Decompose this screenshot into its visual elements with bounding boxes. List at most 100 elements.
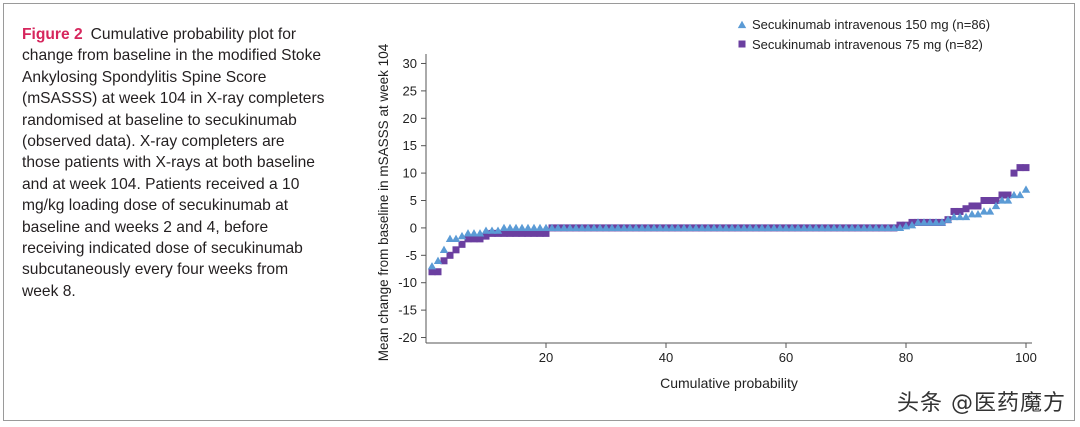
data-point-75mg	[992, 197, 1000, 204]
data-point-150mg	[1021, 185, 1031, 193]
data-point-150mg-run	[655, 223, 665, 232]
data-point-150mg-run	[727, 223, 737, 232]
data-point-150mg	[505, 223, 515, 232]
data-point-150mg-run	[691, 223, 701, 232]
data-point-150mg	[529, 223, 539, 232]
data-point-75mg	[476, 235, 484, 243]
y-tick-label: 5	[410, 193, 417, 208]
x-tick-label: 60	[779, 350, 793, 365]
y-tick-label: -5	[405, 248, 417, 263]
data-point-150mg	[445, 234, 455, 243]
data-point-150mg-run	[553, 223, 563, 232]
data-point-150mg-run	[583, 223, 593, 232]
data-point-150mg-run	[823, 223, 833, 232]
data-point-150mg-run	[709, 223, 719, 232]
data-point-150mg-run	[565, 223, 575, 232]
data-point-150mg-run	[781, 223, 791, 232]
data-point-150mg-run	[649, 223, 659, 232]
data-point-150mg-run	[859, 223, 869, 232]
data-point-150mg-run	[745, 223, 755, 232]
data-point-150mg-run	[601, 223, 611, 232]
data-point-150mg	[475, 229, 485, 237]
data-point-150mg	[919, 218, 929, 226]
data-point-150mg-run	[673, 223, 683, 232]
chart-legend: Secukinumab intravenous 150 mg (n=86) Sec…	[737, 17, 990, 52]
data-point-150mg	[1003, 196, 1013, 204]
data-point-150mg	[541, 223, 551, 232]
data-point-150mg-run	[811, 223, 821, 232]
data-point-75mg	[530, 229, 538, 237]
figure-label: Figure 2	[22, 26, 83, 43]
data-point-150mg-run	[637, 223, 647, 232]
y-tick-label: 10	[403, 166, 417, 181]
data-point-150mg-run	[733, 223, 743, 232]
data-point-150mg-run	[613, 223, 623, 232]
data-point-150mg-run	[799, 223, 809, 232]
x-axis-title: Cumulative probability	[660, 375, 798, 391]
data-point-75mg	[470, 235, 478, 243]
data-point-150mg	[427, 262, 437, 270]
data-point-150mg-run	[577, 223, 587, 232]
x-tick-label: 80	[899, 350, 913, 365]
data-point-150mg	[979, 207, 989, 215]
data-point-75mg	[482, 232, 490, 240]
data-point-150mg-run	[835, 223, 845, 232]
data-point-75mg	[542, 229, 550, 237]
data-point-150mg	[889, 223, 899, 232]
data-point-150mg	[487, 226, 497, 234]
data-point-150mg	[433, 256, 443, 264]
data-point-150mg-run	[793, 223, 803, 232]
data-point-75mg	[968, 202, 976, 210]
figure-frame	[3, 3, 1075, 421]
data-point-150mg	[1015, 190, 1025, 199]
data-point-150mg	[535, 223, 545, 232]
data-point-150mg	[457, 231, 467, 240]
data-point-150mg-run	[721, 223, 731, 232]
data-point-150mg	[985, 207, 995, 215]
data-point-75mg	[962, 205, 970, 213]
data-point-150mg-run	[763, 223, 773, 232]
data-point-75mg	[956, 207, 964, 215]
data-point-150mg-run	[667, 223, 677, 232]
data-point-150mg-run	[571, 223, 581, 232]
data-point-150mg	[439, 245, 449, 253]
data-point-150mg-run	[883, 223, 893, 232]
data-point-150mg-run	[715, 223, 725, 232]
data-point-150mg-run	[619, 223, 629, 232]
data-point-150mg	[1009, 190, 1019, 199]
data-point-75mg	[512, 229, 520, 237]
data-point-150mg-run	[751, 223, 761, 232]
y-tick-label: 15	[403, 138, 417, 153]
data-point-150mg-run	[769, 223, 779, 232]
data-point-75mg	[986, 197, 994, 204]
data-point-150mg-run	[805, 223, 815, 232]
data-point-75mg	[440, 257, 448, 265]
data-point-150mg-run	[589, 223, 599, 232]
data-point-75mg	[434, 268, 442, 276]
data-point-150mg-run	[817, 223, 827, 232]
data-point-150mg	[961, 212, 971, 221]
data-point-150mg-run	[607, 223, 617, 232]
y-axis-title: Mean change from baseline in mSASSS at w…	[376, 43, 391, 361]
data-point-75mg	[1010, 169, 1018, 177]
data-point-150mg	[913, 218, 923, 226]
data-point-150mg	[937, 218, 947, 226]
data-point-150mg	[997, 196, 1007, 204]
caption-text: Cumulative probability plot for change f…	[22, 26, 325, 300]
data-point-150mg	[955, 212, 965, 221]
data-point-150mg	[547, 223, 557, 232]
data-point-75mg	[536, 229, 544, 237]
data-point-75mg	[1022, 164, 1030, 172]
figure-caption: Figure 2 Cumulative probability plot for …	[22, 24, 327, 302]
x-tick-label: 20	[539, 350, 553, 365]
chart-marks	[427, 164, 1031, 276]
data-point-150mg-run	[865, 223, 875, 232]
data-point-150mg-run	[631, 223, 641, 232]
data-point-150mg-run	[757, 223, 767, 232]
data-point-150mg-run	[685, 223, 695, 232]
data-point-75mg	[464, 235, 472, 243]
data-point-75mg	[980, 197, 988, 204]
data-point-150mg	[481, 226, 491, 234]
data-point-150mg-run	[703, 223, 713, 232]
